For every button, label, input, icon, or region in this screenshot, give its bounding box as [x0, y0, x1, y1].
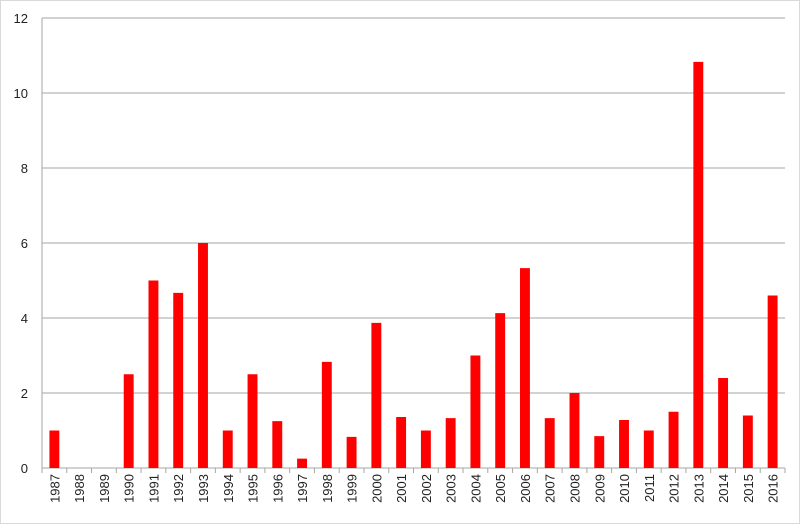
x-tick-label: 1996 — [270, 474, 285, 503]
x-tick-label: 1993 — [196, 474, 211, 503]
x-tick-label: 2011 — [642, 474, 657, 502]
x-tick-label: 1997 — [295, 474, 310, 503]
x-tick-label: 1988 — [72, 474, 87, 503]
bar — [173, 292, 184, 468]
bar — [718, 378, 729, 468]
x-tick-label: 2005 — [493, 474, 508, 503]
bar — [544, 418, 555, 468]
x-tick-label: 1987 — [47, 474, 62, 503]
bar — [321, 361, 332, 468]
x-tick-label: 2001 — [394, 474, 409, 503]
bar — [619, 420, 629, 468]
x-tick-label: 1990 — [122, 474, 137, 503]
bar — [222, 430, 233, 468]
x-tick-label: 2002 — [419, 474, 434, 503]
bar — [519, 268, 530, 468]
x-tick-label: 1999 — [345, 474, 360, 503]
y-tick-label: 0 — [21, 461, 28, 476]
x-tick-label: 1991 — [146, 474, 161, 503]
x-tick-label: 1989 — [97, 474, 112, 503]
bar — [569, 393, 580, 468]
bar — [643, 430, 654, 468]
x-tick-label: 2009 — [592, 474, 607, 503]
x-tick-label: 2003 — [444, 474, 459, 503]
x-tick-label: 2014 — [716, 474, 731, 503]
bar — [445, 418, 456, 468]
x-tick-label: 2013 — [691, 474, 706, 503]
x-tick-label: 2004 — [468, 474, 483, 503]
bar — [371, 322, 382, 468]
bar — [297, 458, 308, 468]
bar — [346, 436, 357, 468]
bar — [272, 421, 283, 468]
x-tick-label: 2007 — [543, 474, 558, 503]
bar — [396, 417, 407, 468]
x-tick-label: 1995 — [246, 474, 261, 503]
x-tick-label: 2010 — [617, 474, 632, 503]
bar — [495, 313, 506, 468]
x-tick-label: 1994 — [221, 474, 236, 503]
x-tick-label: 2000 — [369, 474, 384, 503]
y-tick-label: 10 — [14, 86, 28, 101]
bar — [420, 430, 431, 468]
bar — [123, 374, 134, 468]
x-tick-label: 2016 — [766, 474, 781, 503]
y-tick-label: 4 — [21, 311, 28, 326]
bar — [693, 61, 704, 468]
bar — [470, 355, 481, 468]
bar — [247, 374, 258, 468]
bar — [767, 295, 778, 468]
bar — [594, 436, 605, 468]
x-tick-label: 2012 — [667, 474, 682, 503]
x-tick-label: 1998 — [320, 474, 335, 503]
x-tick-label: 2006 — [518, 474, 533, 503]
y-tick-label: 6 — [21, 236, 28, 251]
bar — [668, 411, 679, 468]
bar — [148, 280, 159, 468]
x-tick-label: 2015 — [741, 474, 756, 503]
bar — [742, 415, 753, 468]
y-tick-label: 8 — [21, 161, 28, 176]
bar — [198, 243, 208, 468]
y-tick-label: 12 — [14, 11, 28, 26]
y-tick-label: 2 — [21, 386, 28, 401]
bar — [49, 430, 60, 468]
x-tick-label: 1992 — [171, 474, 186, 503]
x-tick-label: 2008 — [567, 474, 582, 503]
